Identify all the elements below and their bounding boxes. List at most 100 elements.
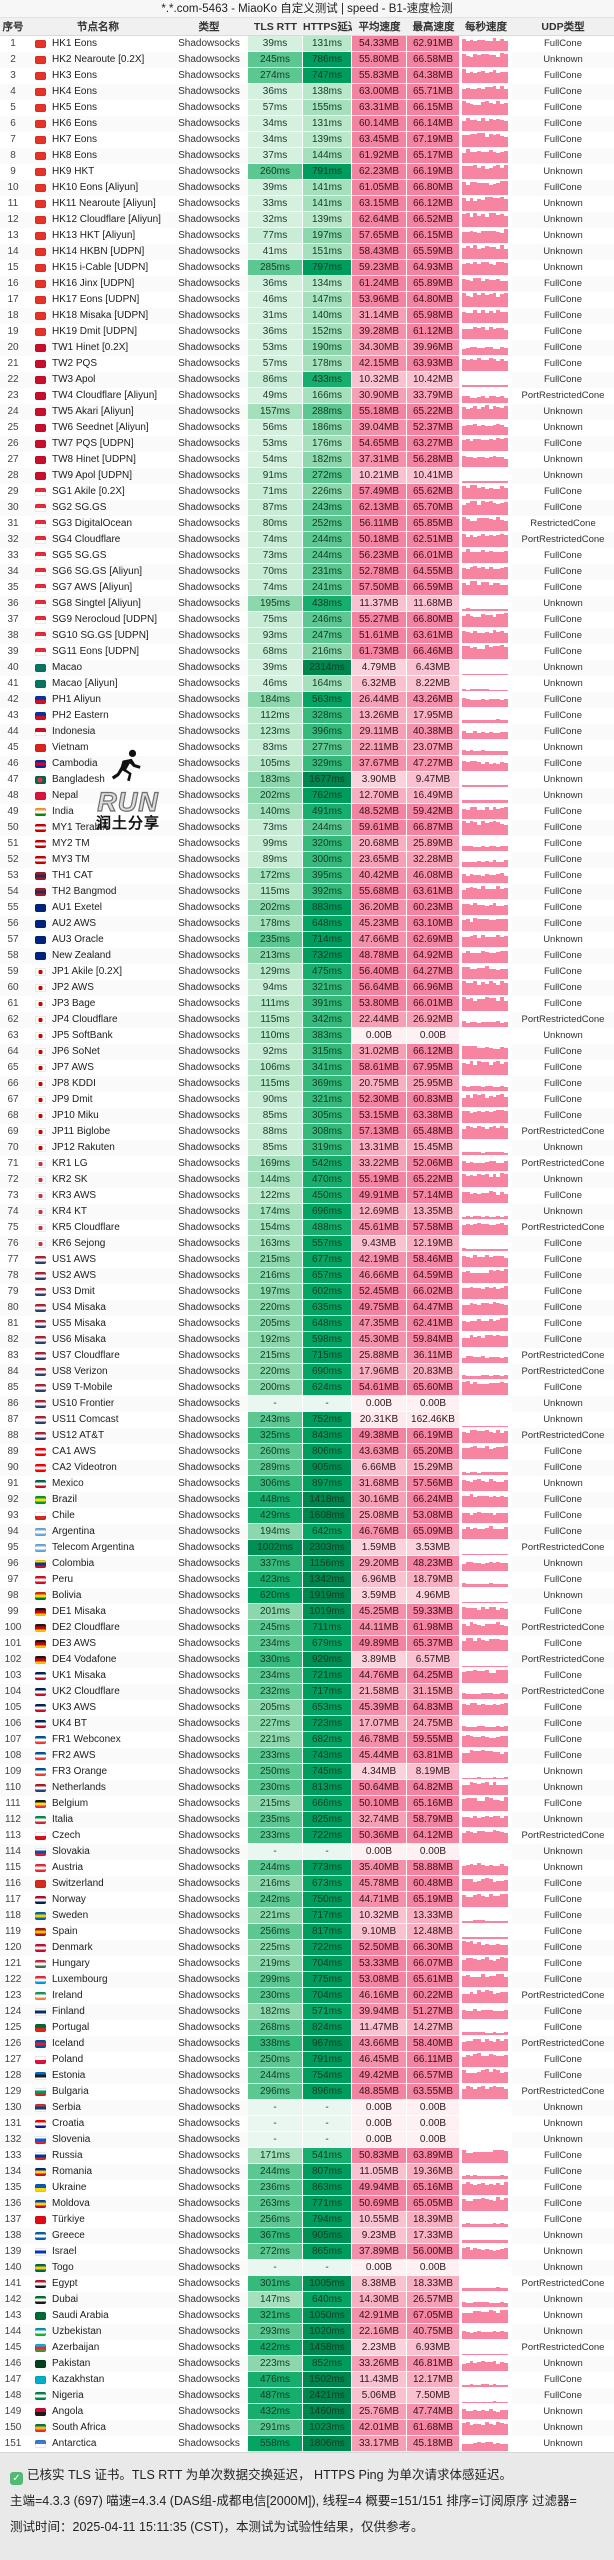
sparkline-bars [462,2357,508,2371]
https-delay-cell: 243ms [303,500,352,516]
country-flag-icon-us [35,1416,46,1424]
sparkline-bars [462,1333,508,1347]
row-index: 59 [7,966,19,977]
row-index: 151 [4,2438,22,2449]
node-type: Shadowsocks [178,1958,240,1969]
max-speed-cell: 18.33MB [407,2276,460,2292]
node-name: US4 Misaka [52,1302,106,1313]
node-type: Shadowsocks [178,902,240,913]
node-name-cell: TW9 Apol [UDPN] [26,468,170,484]
avg-speed-cell: 53.08MB [352,1972,407,1988]
tls-rtt-cell: - [248,2116,303,2132]
node-name-cell: Nigeria [26,2388,170,2404]
country-flag-icon-np [35,792,46,800]
sparkline-bars [462,1893,508,1907]
tls-rtt-cell: 147ms [248,2292,303,2308]
https-delay-cell: 147ms [303,292,352,308]
max-speed-cell: 40.75MB [407,2324,460,2340]
table-row: 50 MY1 Terabix Shadowsocks 73ms 244ms 59… [0,820,614,836]
udp-type: FullCone [543,502,583,513]
node-type: Shadowsocks [178,998,240,1009]
country-flag-icon-hr [35,2120,46,2128]
max-speed-cell: 62.51MB [407,532,460,548]
per-second-speed-sparkline [460,1540,512,1556]
udp-type: Unknown [543,422,583,433]
max-speed-cell: 63.93MB [407,356,460,372]
per-second-speed-sparkline [460,2100,512,2116]
tls-rtt-cell: 183ms [248,772,303,788]
table-row: 91 Mexico Shadowsocks 306ms 897ms 31.68M… [0,1476,614,1492]
udp-type: Unknown [543,2102,583,2113]
row-index: 134 [4,2166,22,2177]
max-speed-cell: 47.74MB [407,2404,460,2420]
table-row: 93 Chile Shadowsocks 429ms 1608ms 25.08M… [0,1508,614,1524]
row-index: 87 [7,1414,19,1425]
node-type: Shadowsocks [178,534,240,545]
node-name: US10 Frontier [52,1398,115,1409]
node-name-cell: AU1 Exetel [26,900,170,916]
country-flag-icon-tw [35,360,46,368]
per-second-speed-sparkline [460,292,512,308]
avg-speed-cell: 33.17MB [352,2436,407,2452]
sparkline-bars [462,149,508,163]
row-index: 103 [4,1670,22,1681]
node-name-cell: Switzerland [26,1876,170,1892]
per-second-speed-sparkline [460,1764,512,1780]
country-flag-icon-us [35,1256,46,1264]
tls-rtt-cell: 205ms [248,1316,303,1332]
tls-rtt-cell: 171ms [248,2148,303,2164]
node-name: HK3 Eons [52,70,98,81]
https-delay-cell: 141ms [303,196,352,212]
tls-rtt-cell: 232ms [248,1684,303,1700]
udp-type: FullCone [543,150,583,161]
node-type: Shadowsocks [178,966,240,977]
max-speed-cell: 66.19MB [407,1428,460,1444]
col-header-index: 序号 [2,21,24,33]
tls-rtt-cell: 49ms [248,388,303,404]
tls-rtt-cell: - [248,1396,303,1412]
max-speed-cell: 66.01MB [407,996,460,1012]
tls-rtt-cell: 487ms [248,2388,303,2404]
tls-rtt-cell: 234ms [248,1636,303,1652]
node-name: Kazakhstan [52,2374,105,2385]
max-speed-cell: 56.00MB [407,2244,460,2260]
sparkline-bars [462,277,508,291]
max-speed-cell: 62.69MB [407,932,460,948]
max-speed-cell: 65.89MB [407,276,460,292]
max-speed-cell: 53.08MB [407,1508,460,1524]
node-name: JP5 SoftBank [52,1030,113,1041]
node-name-cell: KR2 SK [26,1172,170,1188]
avg-speed-cell: 9.43MB [352,1236,407,1252]
https-delay-cell: 896ms [303,2084,352,2100]
col-header-https-delay: HTTPS延迟 [303,21,352,33]
table-row: 65 JP7 AWS Shadowsocks 106ms 341ms 58.61… [0,1060,614,1076]
row-index: 64 [7,1046,19,1057]
per-second-speed-sparkline [460,2164,512,2180]
tls-rtt-cell: 299ms [248,1972,303,1988]
https-delay-cell: - [303,1396,352,1412]
https-delay-cell: 771ms [303,2196,352,2212]
udp-type: FullCone [543,118,583,129]
https-delay-cell: 252ms [303,516,352,532]
node-type: Shadowsocks [178,2358,240,2369]
https-delay-cell: 704ms [303,1988,352,2004]
table-row: 126 Iceland Shadowsocks 338ms 967ms 43.6… [0,2036,614,2052]
tls-rtt-cell: 245ms [248,1620,303,1636]
table-row: 22 TW3 Apol Shadowsocks 86ms 433ms 10.32… [0,372,614,388]
node-name: Portugal [52,2022,90,2033]
row-index: 80 [7,1302,19,1313]
avg-speed-cell: 42.15MB [352,356,407,372]
country-flag-icon-sg [35,632,46,640]
table-row: 141 Egypt Shadowsocks 301ms 1005ms 8.38M… [0,2276,614,2292]
udp-type: FullCone [543,2006,583,2017]
max-speed-cell: 66.14MB [407,116,460,132]
country-flag-icon-au [35,920,46,928]
per-second-speed-sparkline [460,1316,512,1332]
max-speed-cell: 62.91MB [407,36,460,52]
udp-type: Unknown [543,214,583,225]
table-row: 80 US4 Misaka Shadowsocks 220ms 635ms 49… [0,1300,614,1316]
sparkline-bars [462,1941,508,1955]
country-flag-icon-jp [35,1032,46,1040]
country-flag-icon-jp [35,1064,46,1072]
sparkline-bars [462,1957,508,1971]
